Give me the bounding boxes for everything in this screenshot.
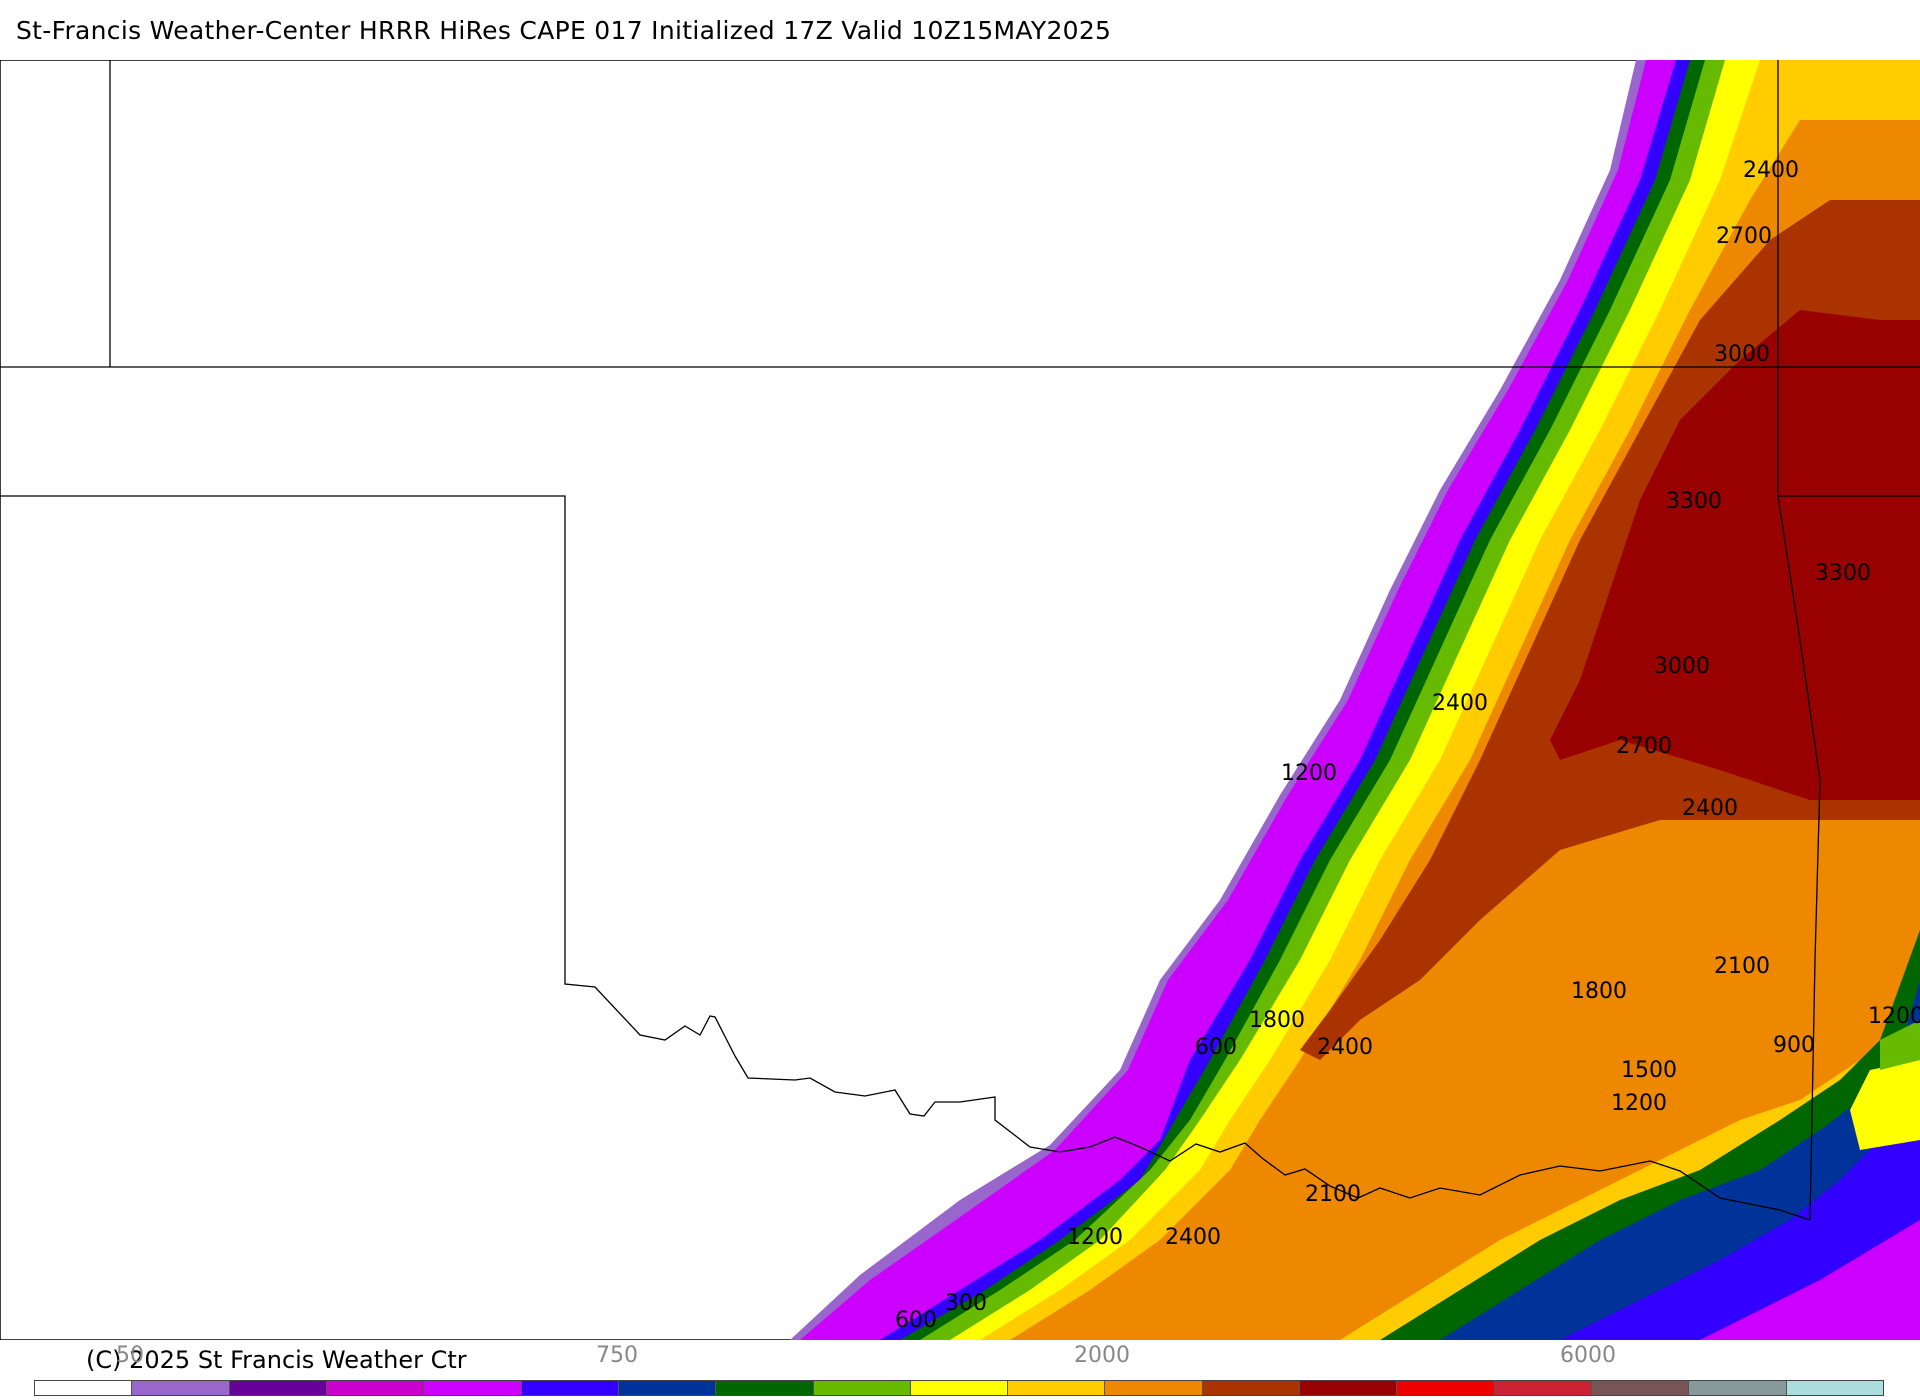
chart-title: St-Francis Weather-Center HRRR HiRes CAP… (16, 16, 1112, 45)
colorbar-segment (1202, 1381, 1301, 1395)
colorbar-segment (1008, 1381, 1106, 1395)
contour-label: 1200 (1281, 761, 1337, 786)
contour-label: 2400 (1165, 1225, 1221, 1250)
colorbar-tick-label: 6000 (1560, 1343, 1616, 1368)
colorbar-segment (716, 1381, 814, 1395)
colorbar-tick-label: 2000 (1074, 1343, 1130, 1368)
contour-label: 600 (1195, 1035, 1237, 1060)
contour-label: 1200 (1611, 1091, 1667, 1116)
colorbar-segment (1397, 1381, 1495, 1395)
contour-label: 1500 (1621, 1058, 1677, 1083)
contour-label: 3300 (1666, 489, 1722, 514)
colorbar-segment (1592, 1381, 1690, 1395)
contour-label: 1800 (1249, 1008, 1305, 1033)
colorbar-segment (813, 1381, 911, 1395)
contour-label: 2400 (1743, 158, 1799, 183)
colorbar-segment (1786, 1381, 1883, 1395)
state-borders (0, 60, 1920, 1221)
colorbar-segment (910, 1381, 1009, 1395)
contour-label: 2400 (1432, 691, 1488, 716)
contour-label: 600 (895, 1308, 937, 1333)
colorbar-tick-label: 50 (116, 1343, 144, 1368)
contour-label: 3000 (1714, 342, 1770, 367)
contour-label: 300 (945, 1291, 987, 1316)
contour-label: 2700 (1716, 224, 1772, 249)
contour-label: 1200 (1067, 1225, 1123, 1250)
colorbar-segment (1105, 1381, 1203, 1395)
contour-label: 2400 (1682, 796, 1738, 821)
contour-label: 900 (1773, 1033, 1815, 1058)
contour-label: 1800 (1571, 979, 1627, 1004)
colorbar-segment (1494, 1381, 1592, 1395)
contour-label: 1200 (1868, 1004, 1920, 1029)
cape-map: 2400 2700 3000 3300 3300 3000 2400 2700 … (0, 60, 1920, 1340)
colorbar-segment (618, 1381, 717, 1395)
contour-label: 3300 (1815, 561, 1871, 586)
contour-label: 2400 (1317, 1035, 1373, 1060)
colorbar-segment (326, 1381, 425, 1395)
colorbar-segment (35, 1381, 133, 1395)
contour-label: 2100 (1714, 954, 1770, 979)
contour-label: 2100 (1305, 1182, 1361, 1207)
colorbar-segment (132, 1381, 230, 1395)
contour-label: 2700 (1616, 734, 1672, 759)
colorbar-segment (229, 1381, 327, 1395)
colorbar-segment (521, 1381, 619, 1395)
contour-label: 3000 (1654, 654, 1710, 679)
colorbar-segment (424, 1381, 522, 1395)
copyright-text: (C) 2025 St Francis Weather Ctr (86, 1346, 467, 1374)
colorbar-tick-label: 750 (596, 1343, 638, 1368)
colorbar (34, 1380, 1884, 1396)
colorbar-segment (1689, 1381, 1787, 1395)
cape-fill (790, 60, 1920, 1340)
colorbar-segment (1300, 1381, 1398, 1395)
